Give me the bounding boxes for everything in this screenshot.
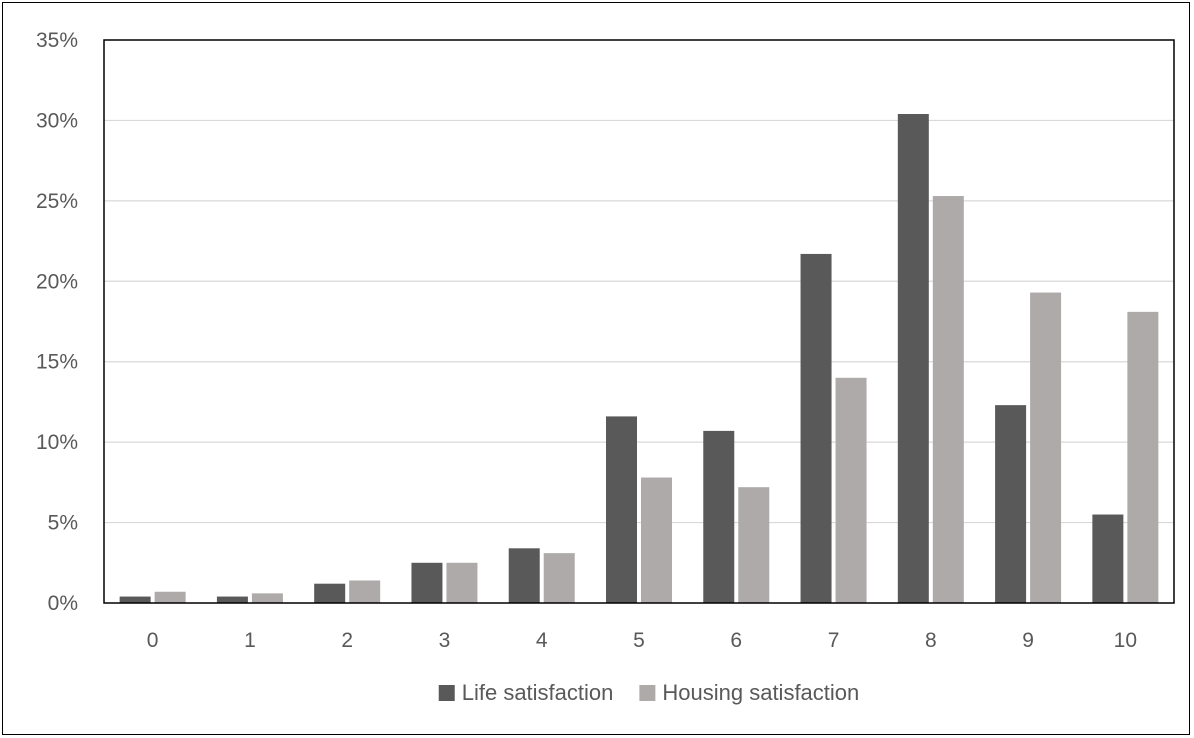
- y-tick-label: 35%: [36, 29, 78, 52]
- x-axis-ticks: 0 1 2 3 4 5 6 7 8 9 10: [147, 629, 1137, 652]
- legend-label: Life satisfaction: [462, 680, 614, 705]
- x-tick-label: 5: [633, 629, 645, 652]
- bar-housing-satisfaction-3: [446, 562, 478, 603]
- y-tick-label: 25%: [36, 190, 78, 213]
- bars: [119, 113, 1159, 603]
- bar-life-satisfaction-5: [606, 416, 637, 603]
- x-tick-label: 4: [536, 629, 548, 652]
- x-tick-label: 10: [1114, 629, 1137, 652]
- y-tick-label: 5%: [48, 512, 78, 535]
- legend: Life satisfaction Housing satisfaction: [438, 680, 859, 705]
- x-tick-label: 0: [147, 629, 159, 652]
- bar-life-satisfaction-0: [119, 596, 151, 603]
- bar-housing-satisfaction-6: [738, 487, 770, 603]
- bar-housing-satisfaction-7: [835, 377, 867, 603]
- y-tick-label: 10%: [36, 431, 78, 454]
- bar-housing-satisfaction-0: [154, 591, 186, 603]
- x-tick-label: 1: [244, 629, 256, 652]
- bar-life-satisfaction-6: [703, 430, 735, 603]
- x-tick-label: 8: [925, 629, 937, 652]
- axes: [103, 39, 1175, 604]
- legend-swatch: [438, 685, 455, 701]
- y-tick-label: 0%: [48, 592, 78, 615]
- bar-life-satisfaction-3: [411, 562, 443, 603]
- plot-area-border: [103, 39, 1175, 604]
- bar-life-satisfaction-7: [800, 253, 832, 603]
- bar-housing-satisfaction-8: [932, 196, 964, 603]
- x-tick-label: 2: [341, 629, 353, 652]
- x-tick-label: 7: [828, 629, 840, 652]
- bar-housing-satisfaction-4: [543, 553, 575, 603]
- bar-housing-satisfaction-1: [251, 593, 283, 603]
- x-tick-label: 9: [1022, 629, 1034, 652]
- bar-life-satisfaction-2: [314, 583, 346, 603]
- x-tick-label: 3: [439, 629, 451, 652]
- bar-housing-satisfaction-5: [641, 477, 672, 603]
- bar-life-satisfaction-1: [216, 596, 248, 603]
- y-tick-label: 30%: [36, 109, 78, 132]
- bar-housing-satisfaction-10: [1127, 311, 1159, 603]
- bar-housing-satisfaction-9: [1030, 292, 1062, 603]
- legend-label: Housing satisfaction: [662, 680, 859, 705]
- bar-housing-satisfaction-2: [349, 580, 381, 603]
- bar-life-satisfaction-8: [897, 113, 929, 603]
- y-tick-label: 20%: [36, 270, 78, 293]
- bar-life-satisfaction-10: [1092, 514, 1124, 603]
- legend-swatch: [639, 685, 656, 701]
- bar-life-satisfaction-4: [508, 548, 540, 603]
- legend-item-housing-satisfaction: Housing satisfaction: [639, 680, 859, 705]
- x-tick-label: 6: [730, 629, 742, 652]
- y-axis-ticks: 0% 5% 10% 15% 20% 25% 30% 35%: [36, 29, 78, 615]
- legend-item-life-satisfaction: Life satisfaction: [438, 680, 614, 705]
- y-tick-label: 15%: [36, 351, 78, 374]
- bar-life-satisfaction-9: [995, 405, 1027, 603]
